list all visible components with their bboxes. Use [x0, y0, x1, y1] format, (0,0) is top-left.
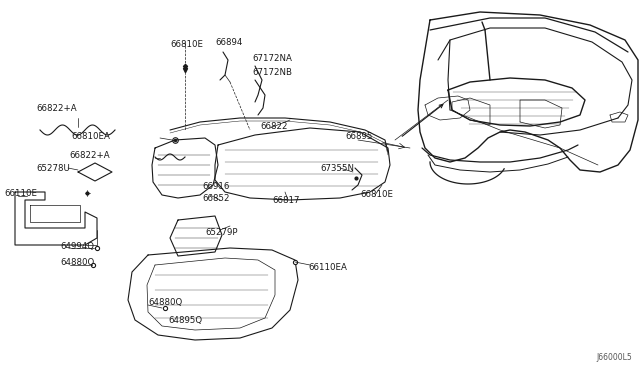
Text: 66817: 66817 — [272, 196, 300, 205]
Text: 66822: 66822 — [260, 122, 287, 131]
Text: 65278U: 65278U — [36, 164, 70, 173]
Text: 64895Q: 64895Q — [168, 315, 202, 324]
Text: 66822+A: 66822+A — [69, 151, 110, 160]
Text: 66894: 66894 — [215, 38, 243, 46]
Text: 66810E: 66810E — [170, 39, 203, 48]
Text: 66822+A: 66822+A — [36, 103, 77, 112]
Text: 64994Q: 64994Q — [60, 241, 94, 250]
Text: 67172NA: 67172NA — [252, 54, 292, 62]
Text: 64880Q: 64880Q — [60, 259, 94, 267]
Text: 66110E: 66110E — [4, 189, 37, 198]
Text: 67355N: 67355N — [320, 164, 354, 173]
Text: 66916: 66916 — [202, 182, 229, 190]
Text: 66895: 66895 — [345, 131, 372, 141]
Text: 66810E: 66810E — [360, 189, 393, 199]
Text: 64880Q: 64880Q — [148, 298, 182, 308]
Text: 66852: 66852 — [202, 193, 230, 202]
Text: J66000L5: J66000L5 — [596, 353, 632, 362]
Text: 66810EA: 66810EA — [71, 131, 110, 141]
Text: 66110EA: 66110EA — [308, 263, 347, 273]
Text: 65279P: 65279P — [205, 228, 237, 237]
Text: 67172NB: 67172NB — [252, 67, 292, 77]
